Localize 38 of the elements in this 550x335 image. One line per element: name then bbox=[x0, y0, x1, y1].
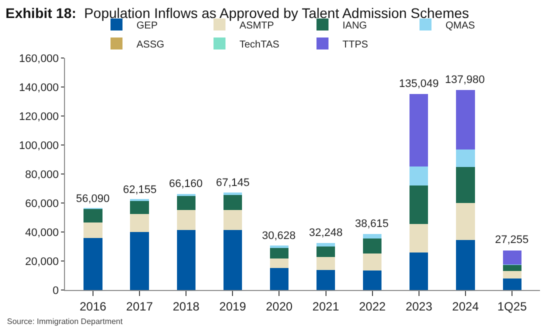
y-tick-label: 20,000 bbox=[25, 256, 59, 268]
legend-label: ASMTP bbox=[240, 20, 274, 32]
total-label: 137,980 bbox=[445, 74, 485, 86]
legend-label: ASSG bbox=[136, 39, 165, 50]
x-tick-label: 2017 bbox=[126, 299, 154, 314]
x-tick-label: 2021 bbox=[312, 299, 340, 314]
total-label: 66,160 bbox=[169, 178, 203, 190]
y-tick-label: 40,000 bbox=[25, 226, 59, 239]
x-tick-label: 2024 bbox=[452, 299, 480, 314]
total-label: 62,155 bbox=[123, 184, 157, 196]
y-tick-label: 160,000 bbox=[19, 52, 59, 65]
x-tick-label: 1Q25 bbox=[497, 299, 528, 314]
total-label: 38,615 bbox=[355, 218, 389, 230]
total-label: 32,248 bbox=[309, 227, 343, 239]
y-tick-label: 60,000 bbox=[25, 198, 59, 210]
legend-label: TTPS bbox=[342, 39, 368, 50]
x-tick-label: 2016 bbox=[80, 299, 107, 314]
x-tick-label: 2023 bbox=[406, 299, 433, 314]
total-label: 135,049 bbox=[399, 78, 439, 90]
legend-label: QMAS bbox=[446, 20, 476, 32]
x-tick-label: 2020 bbox=[266, 299, 293, 314]
y-tick-label: 100,000 bbox=[19, 140, 59, 152]
total-label: 30,628 bbox=[262, 230, 296, 242]
total-label: 67,145 bbox=[216, 177, 250, 189]
source-note: Source: Immigration Department bbox=[7, 317, 124, 326]
chart-title: Exhibit 18: Population Inflows as Approved by Talent Admission Schemes bbox=[6, 5, 470, 22]
y-tick-label: 120,000 bbox=[19, 110, 59, 123]
legend-label: TechTAS bbox=[240, 39, 280, 50]
y-tick-label: 80,000 bbox=[25, 168, 59, 181]
x-tick-label: 2018 bbox=[172, 299, 200, 314]
x-tick-label: 2022 bbox=[359, 299, 386, 314]
legend-label: IANG bbox=[342, 20, 368, 32]
x-tick-label: 2019 bbox=[219, 299, 246, 314]
total-label: 56,090 bbox=[76, 193, 110, 205]
total-label: 27,255 bbox=[495, 234, 529, 246]
y-tick-label: 0 bbox=[52, 284, 59, 297]
legend-label: GEP bbox=[136, 20, 158, 32]
y-tick-label: 140,000 bbox=[19, 82, 59, 94]
